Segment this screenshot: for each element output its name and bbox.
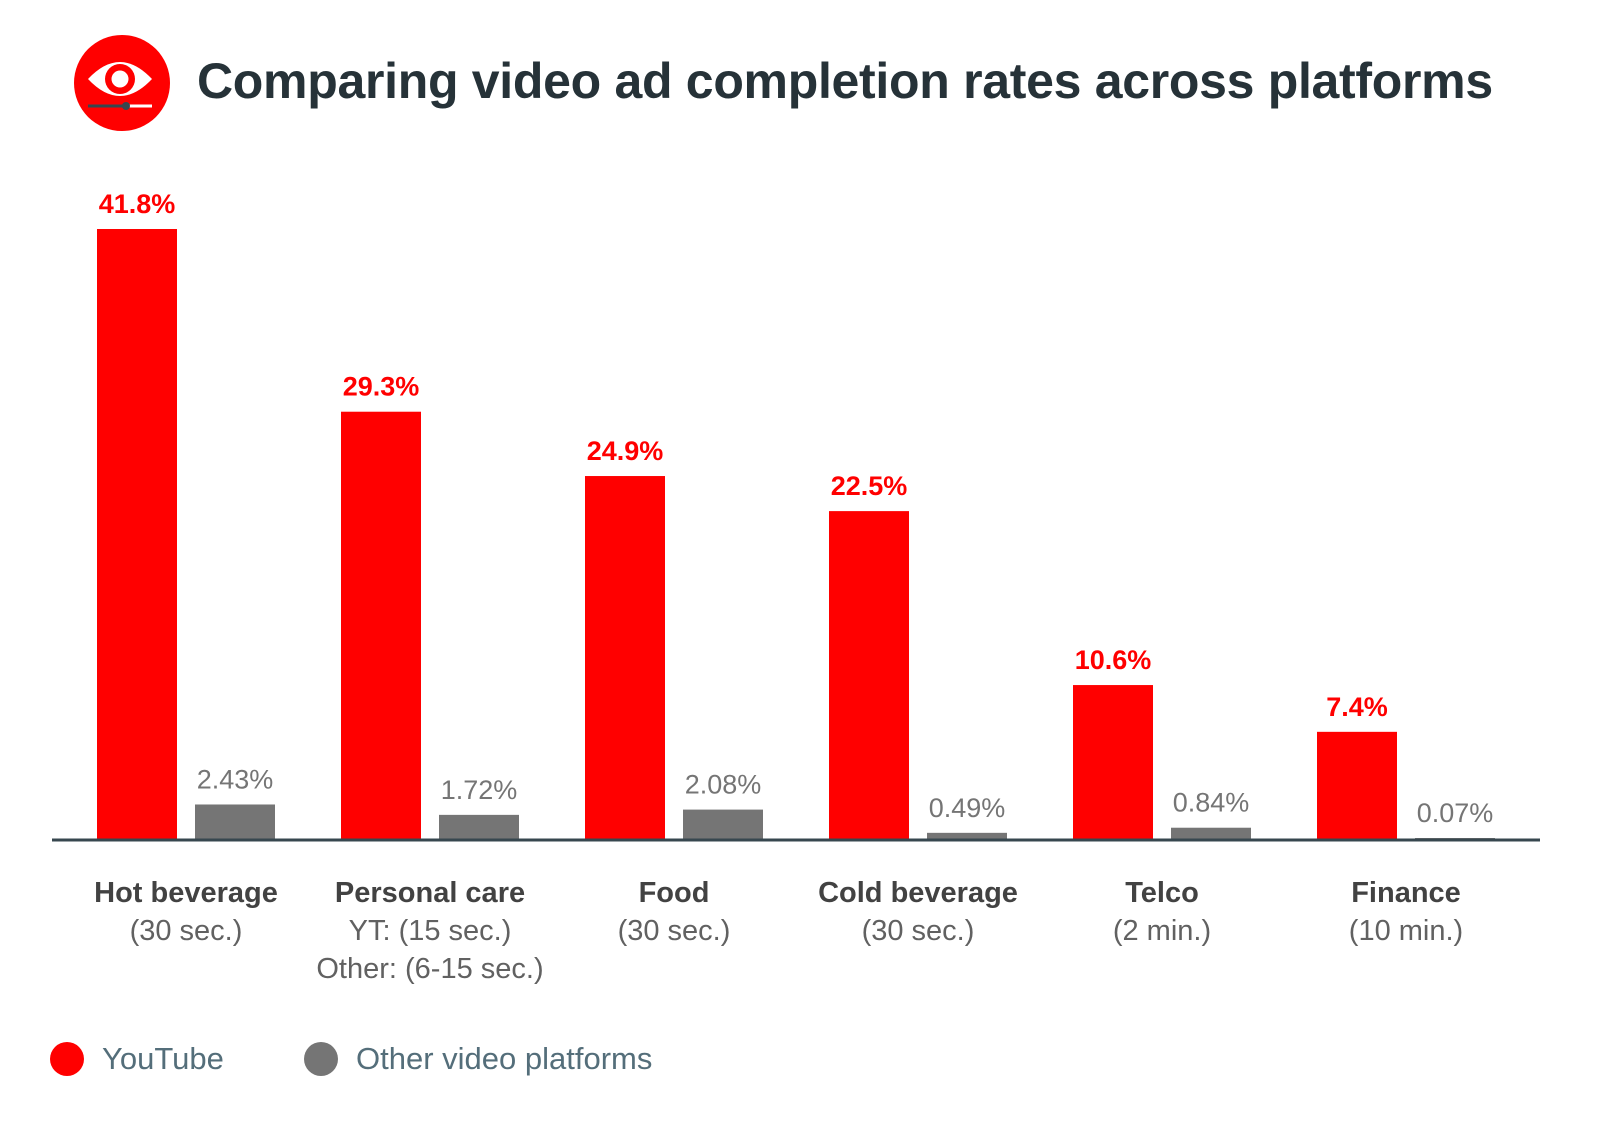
value-label-youtube-food: 24.9% bbox=[587, 436, 664, 466]
bar-youtube-food bbox=[585, 476, 665, 840]
bar-youtube-hot-beverage bbox=[97, 229, 177, 840]
value-label-other-personal-care: 1.72% bbox=[441, 775, 518, 805]
category-sublabel-hot-beverage: (30 sec.) bbox=[130, 915, 243, 947]
bar-youtube-telco bbox=[1073, 685, 1153, 840]
chart-header: Comparing video ad completion rates acro… bbox=[0, 0, 1600, 150]
bar-youtube-cold-beverage bbox=[829, 511, 909, 840]
value-label-youtube-hot-beverage: 41.8% bbox=[99, 189, 176, 219]
bar-other-food bbox=[683, 809, 763, 840]
category-sublabel-finance: (10 min.) bbox=[1349, 915, 1463, 947]
bar-youtube-personal-care bbox=[341, 411, 421, 840]
category-sublabel-cold-beverage: (30 sec.) bbox=[862, 915, 975, 947]
value-label-youtube-cold-beverage: 22.5% bbox=[831, 471, 908, 501]
value-label-other-food: 2.08% bbox=[685, 770, 762, 800]
category-label-finance: Finance bbox=[1351, 877, 1461, 909]
value-label-other-cold-beverage: 0.49% bbox=[929, 793, 1006, 823]
category-sublabel-personal-care: YT: (15 sec.) bbox=[349, 915, 512, 947]
legend-label-other: Other video platforms bbox=[356, 1041, 653, 1076]
bar-youtube-finance bbox=[1317, 731, 1397, 840]
bar-other-hot-beverage bbox=[195, 804, 275, 840]
legend-swatch-youtube bbox=[50, 1042, 84, 1076]
legend-swatch-other bbox=[304, 1042, 338, 1076]
category-label-food: Food bbox=[639, 877, 710, 909]
category-label-personal-care: Personal care bbox=[335, 877, 525, 909]
value-label-youtube-finance: 7.4% bbox=[1326, 692, 1388, 722]
category-label-hot-beverage: Hot beverage bbox=[94, 877, 278, 909]
legend-label-youtube: YouTube bbox=[102, 1041, 224, 1076]
bar-other-telco bbox=[1171, 827, 1251, 840]
chart-title: Comparing video ad completion rates acro… bbox=[197, 53, 1493, 109]
category-sublabel-telco: (2 min.) bbox=[1113, 915, 1211, 947]
value-label-other-finance: 0.07% bbox=[1417, 798, 1494, 828]
category-sublabel-food: (30 sec.) bbox=[618, 915, 731, 947]
category-sublabel-personal-care: Other: (6-15 sec.) bbox=[316, 953, 543, 985]
bar-other-personal-care bbox=[439, 814, 519, 840]
eye-logo-icon bbox=[74, 35, 170, 131]
value-label-youtube-personal-care: 29.3% bbox=[343, 372, 420, 402]
value-label-other-telco: 0.84% bbox=[1173, 788, 1250, 818]
category-label-cold-beverage: Cold beverage bbox=[818, 877, 1018, 909]
value-label-youtube-telco: 10.6% bbox=[1075, 645, 1152, 675]
bar-chart: 41.8% 2.43% Hot beverage (30 sec.) 29.3% 1.72… bbox=[52, 189, 1540, 985]
bar-other-cold-beverage bbox=[927, 832, 1007, 840]
category-label-telco: Telco bbox=[1125, 877, 1199, 909]
value-label-other-hot-beverage: 2.43% bbox=[197, 764, 274, 794]
